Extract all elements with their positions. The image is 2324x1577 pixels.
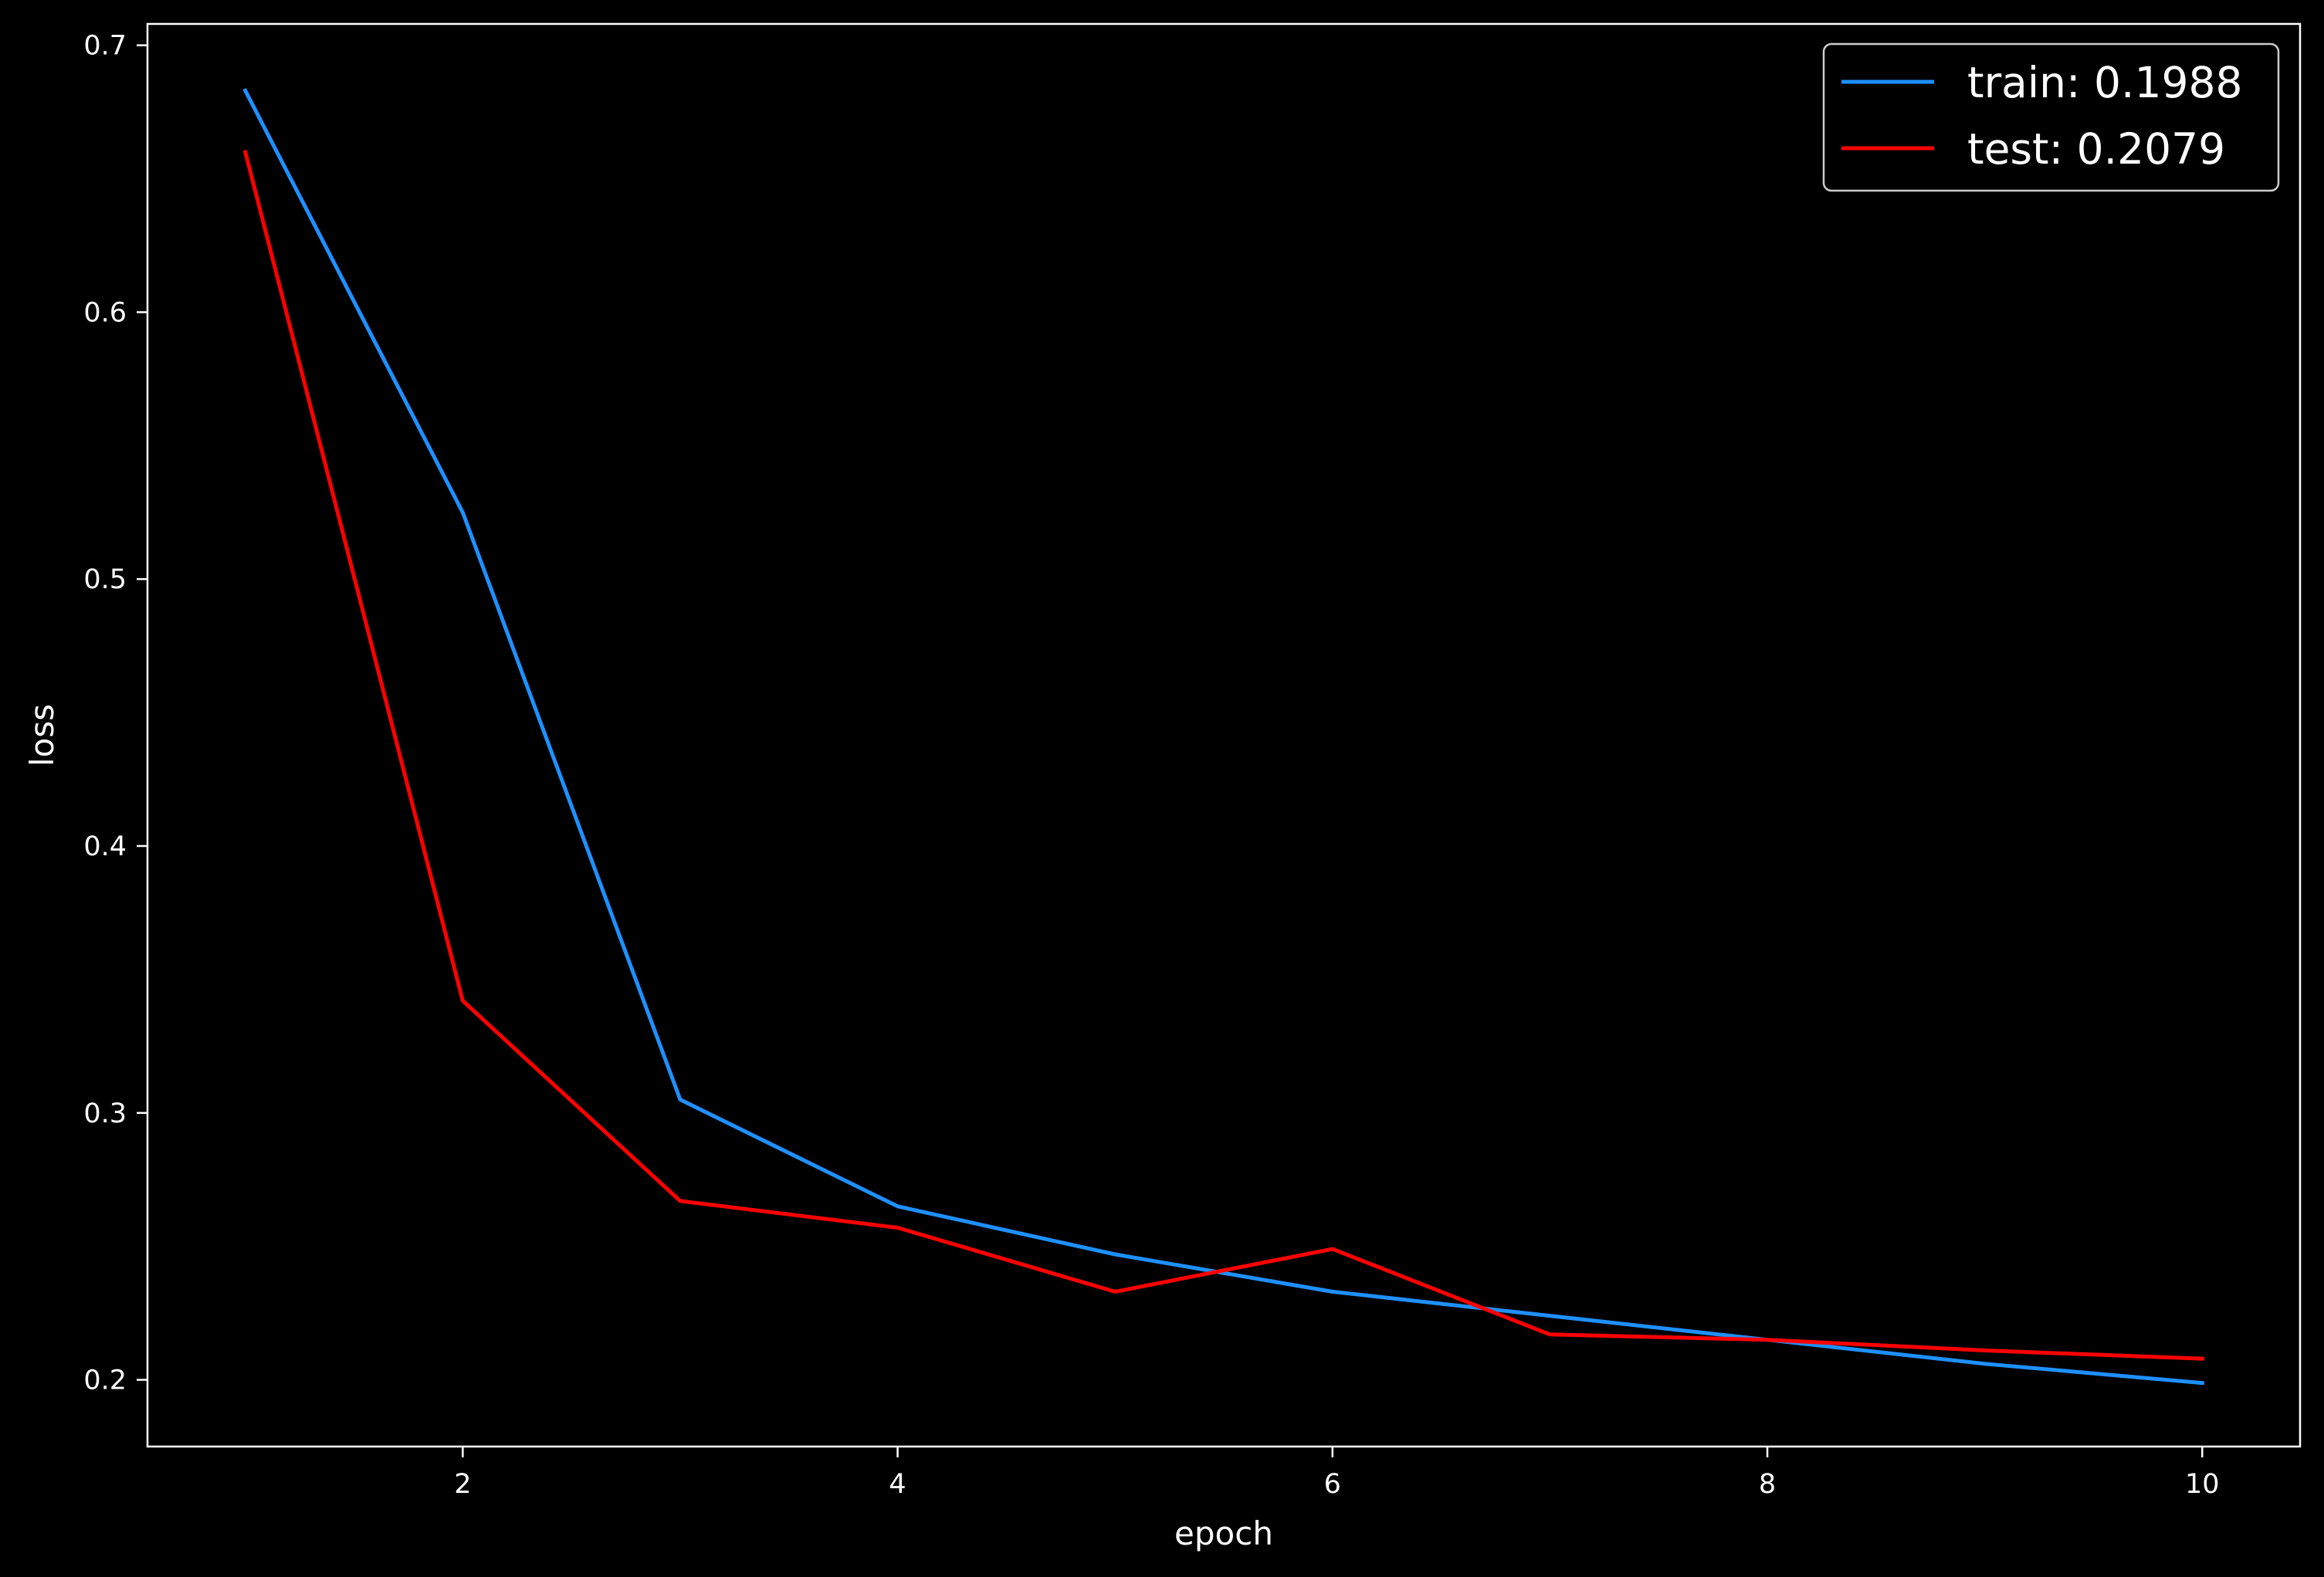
x-axis-label: epoch [1174, 1514, 1273, 1552]
x-tick-label: 2 [454, 1469, 471, 1500]
plot-frame [146, 22, 2302, 1448]
series-layer [242, 88, 2205, 1386]
series-line-test [242, 149, 2204, 1361]
y-tick-label: 0.7 [83, 31, 127, 62]
y-tick-label: 0.4 [83, 831, 127, 862]
y-tick-label: 0.5 [83, 564, 127, 595]
y-tick-label: 0.3 [83, 1098, 127, 1129]
x-tick-label: 6 [1324, 1469, 1341, 1500]
y-axis-label: loss [23, 704, 61, 767]
x-tick-label: 4 [889, 1469, 906, 1500]
legend-label-train: train: 0.1988 [1967, 58, 2242, 107]
legend-label-test: test: 0.2079 [1967, 124, 2225, 174]
x-tick-label: 8 [1759, 1469, 1776, 1500]
legend-box [1822, 42, 2280, 192]
y-tick-label: 0.6 [83, 297, 127, 328]
x-tick-label: 10 [2185, 1469, 2220, 1500]
series-line-train [242, 88, 2205, 1386]
legend: train: 0.1988 test: 0.2079 [1822, 42, 2280, 192]
y-tick-label: 0.2 [83, 1365, 127, 1396]
axes-ticks: 2 4 6 8 10 0.2 0.3 0.4 0.5 0.6 0.7 [83, 31, 2219, 1500]
